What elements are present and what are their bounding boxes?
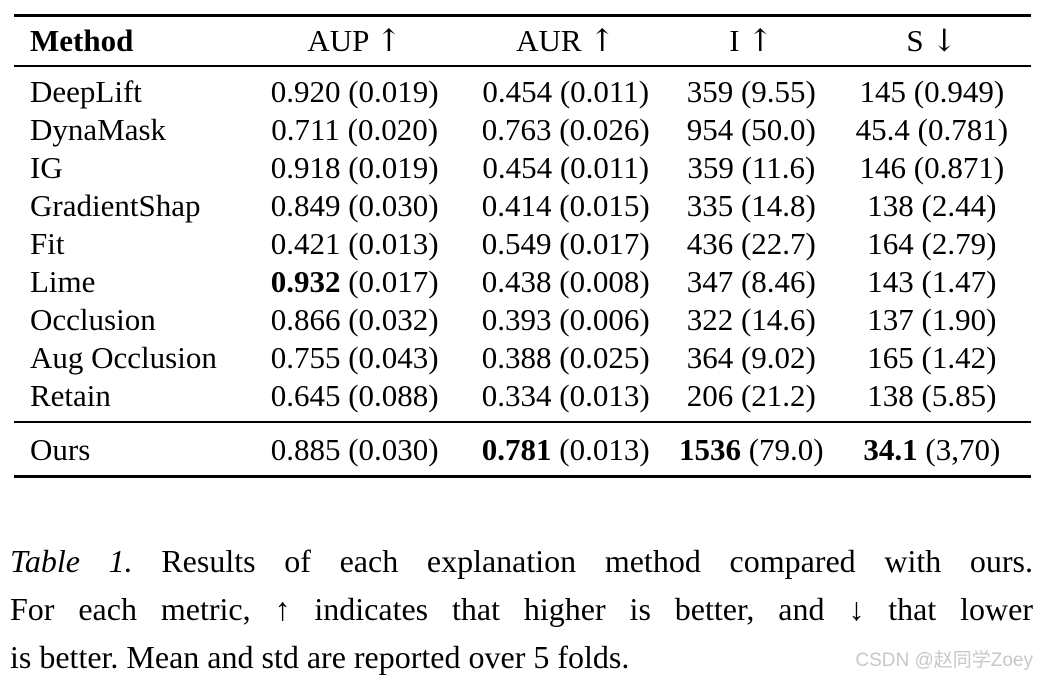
metric-cell: 0.763 (0.026) bbox=[481, 112, 650, 147]
metric-cell: 436 (22.7) bbox=[686, 226, 816, 261]
metric-cell: 0.645 (0.088) bbox=[270, 378, 439, 413]
metric-cell: 364 (9.02) bbox=[686, 340, 816, 375]
method-cell: Occlusion bbox=[30, 302, 156, 337]
table-row: Fit 0.421 (0.013) 0.549 (0.017) 436 (22.… bbox=[14, 225, 1031, 263]
method-cell: Aug Occlusion bbox=[30, 340, 217, 375]
caption-label: Table 1. bbox=[10, 543, 133, 579]
method-cell: GradientShap bbox=[30, 188, 201, 223]
metric-cell: 335 (14.8) bbox=[686, 188, 816, 223]
caption-line: Table 1. Results of each explanation met… bbox=[10, 537, 1033, 585]
metric-cell: 34.1 (3,70) bbox=[832, 421, 1031, 477]
metric-cell: 347 (8.46) bbox=[686, 264, 816, 299]
table-header-row: Method AUP ↑ AUR ↑ I ↑ S ↓ bbox=[14, 15, 1031, 67]
up-arrow-icon: ↑ bbox=[376, 23, 402, 59]
column-header-aur: AUR ↑ bbox=[461, 15, 670, 67]
metric-cell: 0.866 (0.032) bbox=[270, 302, 439, 337]
metric-cell: 0.918 (0.019) bbox=[270, 150, 439, 185]
method-cell: IG bbox=[30, 150, 63, 185]
metric-cell: 0.421 (0.013) bbox=[270, 226, 439, 261]
caption-text: Results of each explanation method compa… bbox=[161, 543, 1034, 579]
table-row: DeepLift 0.920 (0.019) 0.454 (0.011) 359… bbox=[14, 66, 1031, 111]
metric-cell: 0.438 (0.008) bbox=[481, 264, 650, 299]
metric-cell: 0.454 (0.011) bbox=[482, 74, 650, 109]
table-row-ours: Ours 0.885 (0.030) 0.781 (0.013) 1536 (7… bbox=[14, 421, 1031, 477]
metric-cell: 138 (2.44) bbox=[867, 188, 997, 223]
metric-cell: 0.711 (0.020) bbox=[271, 112, 439, 147]
metric-cell: 359 (11.6) bbox=[687, 150, 816, 185]
column-header-method: Method bbox=[14, 15, 248, 67]
column-header-i: I ↑ bbox=[669, 15, 833, 67]
results-table: Method AUP ↑ AUR ↑ I ↑ S ↓ DeepLift 0.92… bbox=[14, 14, 1031, 478]
table-row: Occlusion 0.866 (0.032) 0.393 (0.006) 32… bbox=[14, 301, 1031, 339]
table-row: IG 0.918 (0.019) 0.454 (0.011) 359 (11.6… bbox=[14, 149, 1031, 187]
metric-cell: 138 (5.85) bbox=[867, 378, 997, 413]
caption-line: is better. Mean and std are reported ove… bbox=[10, 639, 630, 675]
method-cell: Lime bbox=[30, 264, 96, 299]
method-cell: Retain bbox=[30, 378, 111, 413]
metric-cell: 137 (1.90) bbox=[867, 302, 997, 337]
table-row: Aug Occlusion 0.755 (0.043) 0.388 (0.025… bbox=[14, 339, 1031, 377]
metric-cell: 143 (1.47) bbox=[867, 264, 997, 299]
table-row: Retain 0.645 (0.088) 0.334 (0.013) 206 (… bbox=[14, 377, 1031, 422]
metric-cell: 322 (14.6) bbox=[686, 302, 816, 337]
metric-cell: 359 (9.55) bbox=[686, 74, 816, 109]
metric-cell: 0.849 (0.030) bbox=[270, 188, 439, 223]
metric-cell: 0.755 (0.043) bbox=[270, 340, 439, 375]
metric-cell: 0.454 (0.011) bbox=[482, 150, 650, 185]
up-arrow-icon: ↑ bbox=[589, 23, 616, 59]
metric-cell: 0.932 (0.017) bbox=[270, 264, 439, 299]
metric-cell: 45.4 (0.781) bbox=[855, 112, 1009, 147]
table-row: GradientShap 0.849 (0.030) 0.414 (0.015)… bbox=[14, 187, 1031, 225]
column-header-aup: AUP ↑ bbox=[247, 15, 462, 67]
method-cell: DeepLift bbox=[30, 74, 142, 109]
watermark: CSDN @赵同学Zoey bbox=[855, 650, 1033, 671]
metric-cell: 0.393 (0.006) bbox=[481, 302, 650, 337]
metric-cell: 1536 (79.0) bbox=[669, 421, 833, 477]
metric-cell: 0.334 (0.013) bbox=[481, 378, 650, 413]
metric-cell: 0.885 (0.030) bbox=[247, 421, 462, 477]
metric-cell: 165 (1.42) bbox=[867, 340, 997, 375]
method-cell: Ours bbox=[14, 421, 248, 477]
metric-cell: 206 (21.2) bbox=[686, 378, 816, 413]
metric-cell: 146 (0.871) bbox=[859, 150, 1005, 185]
table-caption: Table 1. Results of each explanation met… bbox=[10, 537, 1033, 681]
table-row: Lime 0.932 (0.017) 0.438 (0.008) 347 (8.… bbox=[14, 263, 1031, 301]
down-arrow-icon: ↓ bbox=[931, 23, 958, 59]
method-cell: DynaMask bbox=[30, 112, 167, 147]
method-cell: Fit bbox=[30, 226, 65, 261]
metric-cell: 0.414 (0.015) bbox=[481, 188, 650, 223]
metric-cell: 145 (0.949) bbox=[859, 74, 1005, 109]
metric-cell: 0.781 (0.013) bbox=[461, 421, 670, 477]
up-arrow-icon: ↑ bbox=[747, 23, 774, 59]
metric-cell: 0.549 (0.017) bbox=[481, 226, 650, 261]
metric-cell: 0.920 (0.019) bbox=[270, 74, 439, 109]
metric-cell: 0.388 (0.025) bbox=[481, 340, 650, 375]
caption-line: For each metric, ↑ indicates that higher… bbox=[10, 591, 1033, 627]
column-header-s: S ↓ bbox=[832, 15, 1031, 67]
metric-cell: 954 (50.0) bbox=[686, 112, 816, 147]
metric-cell: 164 (2.79) bbox=[867, 226, 997, 261]
table-row: DynaMask 0.711 (0.020) 0.763 (0.026) 954… bbox=[14, 111, 1031, 149]
